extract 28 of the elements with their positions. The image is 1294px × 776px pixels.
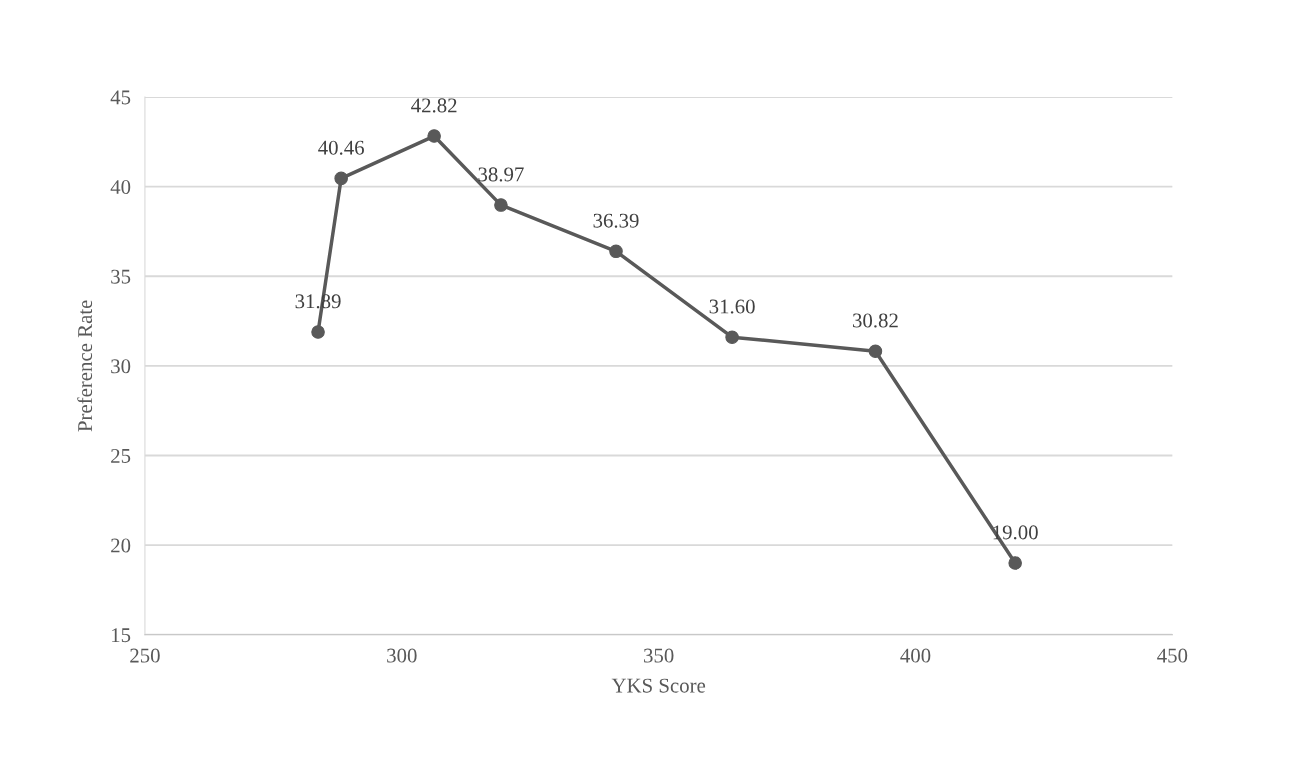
data-label: 36.39: [593, 213, 639, 228]
x-tick-label: 450: [1157, 648, 1188, 663]
point: [1008, 556, 1022, 570]
y-axis-title: Preference Rate: [77, 300, 93, 432]
x-tick-label: 300: [387, 648, 417, 663]
x-tick-label: 250: [130, 648, 160, 663]
data-label: 38.97: [478, 167, 524, 182]
x-tick-label: 400: [900, 648, 931, 663]
data-label: 40.46: [318, 140, 364, 155]
point: [725, 330, 739, 344]
y-tick-label: 30: [111, 359, 131, 374]
point: [311, 325, 325, 339]
y-tick-label: 35: [111, 269, 131, 284]
data-label: 31.60: [709, 299, 755, 314]
data-label: 30.82: [852, 313, 898, 328]
x-tick-label: 350: [644, 648, 674, 663]
y-tick-label: 15: [112, 628, 131, 643]
x-axis-title: YKS Score: [611, 678, 706, 693]
y-tick-label: 20: [111, 538, 131, 553]
y-tick-label: 40: [110, 180, 131, 195]
y-tick-label: 25: [111, 448, 131, 463]
y-tick-label: 45: [110, 90, 131, 105]
point: [427, 129, 441, 143]
data-label: 42.82: [411, 98, 457, 113]
point: [868, 344, 883, 358]
point: [609, 244, 623, 259]
point: [494, 198, 508, 212]
point: [334, 171, 348, 186]
